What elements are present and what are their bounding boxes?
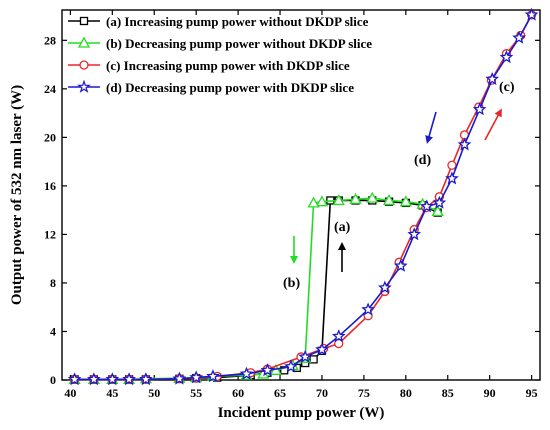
data-point: [315, 342, 329, 356]
x-tick-label: 70: [316, 386, 328, 400]
annotation-b: (b): [283, 236, 300, 291]
data-point: [334, 338, 344, 349]
data-point: [331, 329, 346, 343]
data-point: [361, 302, 375, 316]
legend-marker-a: [79, 16, 89, 26]
y-tick-label: 24: [44, 82, 56, 96]
x-tick-label: 80: [400, 386, 412, 400]
x-tick-label: 55: [190, 386, 202, 400]
y-axis-title: Output power of 532 nm laser (W): [9, 85, 25, 305]
data-point: [67, 372, 82, 386]
legend-marker-c: [79, 60, 89, 70]
data-point: [315, 195, 329, 207]
data-point: [485, 71, 500, 85]
data-point: [189, 370, 204, 384]
x-tick-label: 40: [64, 386, 76, 400]
data-point: [206, 369, 220, 383]
data-point: [524, 7, 539, 21]
data-point: [349, 192, 362, 204]
data-point: [309, 355, 318, 364]
x-tick-label: 60: [232, 386, 244, 400]
data-point: [122, 372, 136, 386]
legend-entry-c: (c) Increasing pump power with DKDP slic…: [68, 58, 350, 73]
x-tick-label: 75: [358, 386, 370, 400]
annotation-a: (a): [334, 220, 351, 272]
legend-label-a: (a) Increasing pump power without DKDP s…: [106, 14, 369, 29]
y-tick-label: 4: [50, 324, 56, 338]
data-point: [399, 195, 412, 207]
legend-marker-d: [77, 79, 91, 93]
data-series: [67, 7, 539, 386]
legend-label-d: (d) Decreasing pump power with DKDP slic…: [106, 80, 354, 95]
y-tick-label: 12: [44, 227, 56, 241]
data-point: [378, 280, 392, 294]
data-point: [499, 50, 514, 64]
x-tick-label: 90: [484, 386, 496, 400]
legend-entry-a: (a) Increasing pump power without DKDP s…: [68, 14, 369, 29]
data-point: [472, 102, 487, 116]
annotation-d-label: (d): [414, 153, 431, 168]
data-point: [457, 137, 472, 151]
x-tick-label: 85: [442, 386, 454, 400]
data-point: [382, 194, 396, 206]
x-tick-label: 95: [526, 386, 538, 400]
data-point: [172, 371, 187, 385]
data-point: [307, 196, 320, 208]
annotation-b-label: (b): [283, 276, 300, 291]
data-point: [393, 258, 408, 272]
data-point: [366, 191, 379, 203]
data-point: [512, 30, 526, 44]
data-point: [284, 359, 298, 373]
legend-entry-b: (b) Decreasing pump power without DKDP s…: [68, 36, 372, 51]
legend-label-c: (c) Increasing pump power with DKDP slic…: [106, 58, 350, 73]
legend-label-b: (b) Decreasing pump power without DKDP s…: [106, 36, 372, 51]
annotation-c-arrow: [484, 108, 502, 141]
data-point: [239, 366, 254, 380]
x-tick-label: 65: [274, 386, 286, 400]
y-tick-label: 8: [50, 276, 56, 290]
data-point: [432, 195, 447, 209]
data-point: [332, 194, 345, 206]
legend: (a) Increasing pump power without DKDP s…: [68, 14, 372, 95]
data-point: [407, 227, 422, 241]
data-point: [419, 199, 434, 213]
y-tick-label: 28: [44, 33, 56, 47]
data-point: [447, 160, 457, 170]
legend-entry-d: (d) Decreasing pump power with DKDP slic…: [68, 79, 354, 95]
y-tick-label: 0: [50, 373, 56, 387]
data-point: [87, 372, 101, 386]
annotation-c-label: (c): [499, 80, 515, 95]
plot-frame: [61, 9, 541, 381]
data-point: [260, 363, 275, 377]
data-point: [105, 372, 120, 386]
annotation-d: (d): [414, 111, 437, 168]
annotation-d-arrow: [425, 111, 437, 144]
x-tick-label: 50: [148, 386, 160, 400]
y-tick-label: 20: [44, 130, 56, 144]
annotation-c: (c): [484, 80, 515, 141]
y-tick-label: 16: [44, 179, 56, 193]
legend-marker-b: [77, 36, 91, 48]
data-point: [445, 171, 459, 185]
x-axis-title: Incident pump power (W): [218, 405, 385, 421]
annotation-a-label: (a): [334, 220, 351, 235]
series-d: [67, 7, 539, 386]
data-point: [431, 205, 444, 217]
x-tick-label: 45: [106, 386, 118, 400]
data-point: [139, 372, 153, 386]
data-point: [298, 349, 313, 363]
